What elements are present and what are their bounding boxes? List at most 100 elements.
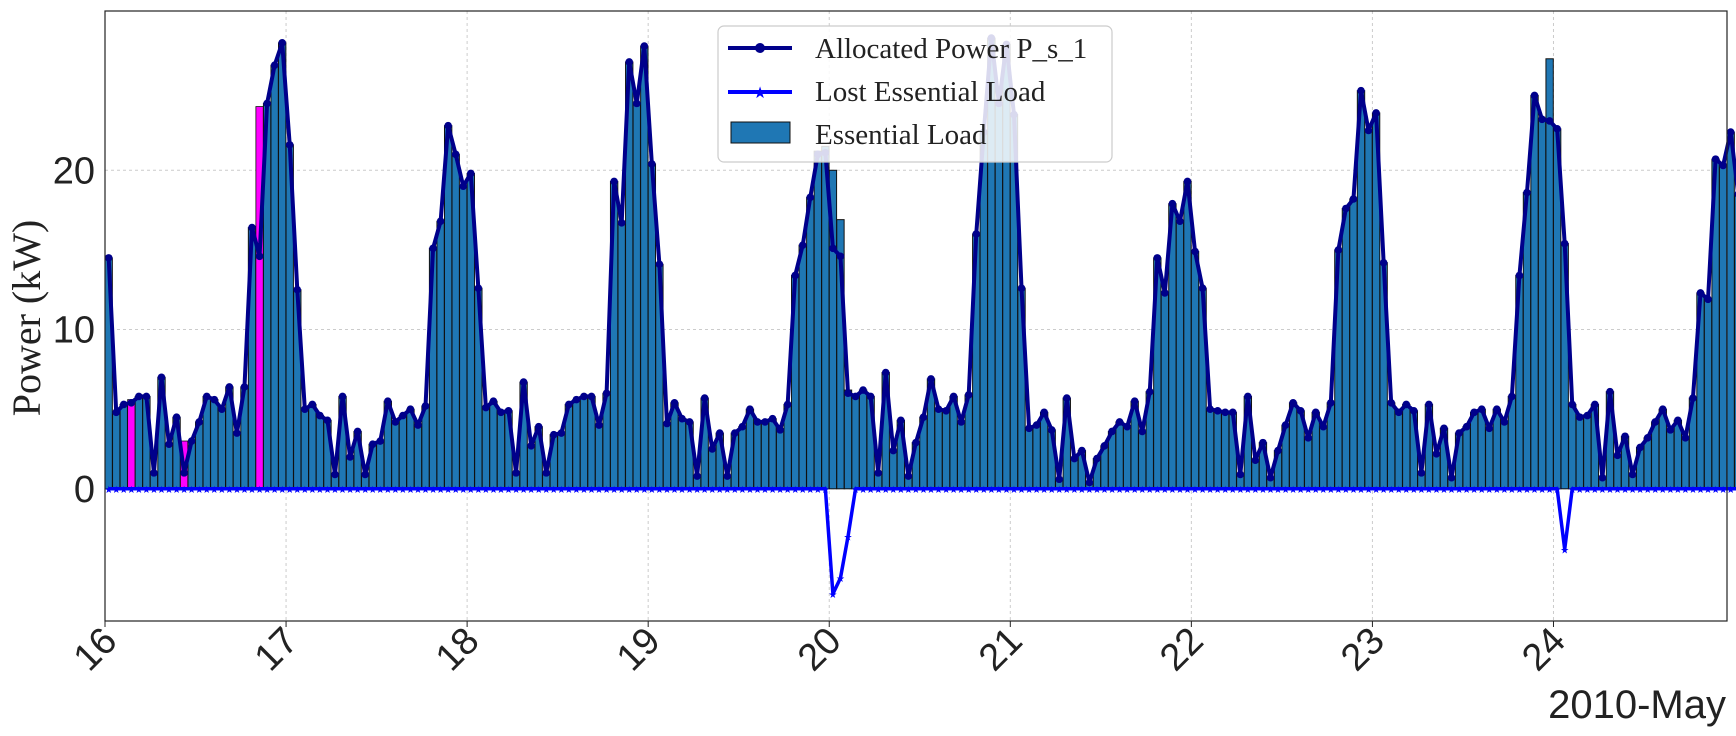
allocated-power-point bbox=[1296, 406, 1305, 415]
allocated-power-point bbox=[482, 403, 490, 412]
lost-essential-load-point: ★ bbox=[1221, 485, 1230, 496]
x-ticks: 16 17 18 19 20 21 22 23 24 bbox=[66, 620, 1574, 680]
lost-essential-load-point: ★ bbox=[1598, 485, 1607, 496]
essential-load-bar bbox=[956, 421, 966, 490]
allocated-power-point bbox=[135, 392, 143, 401]
x-tick-label: 16 bbox=[66, 620, 126, 680]
allocated-power-point bbox=[421, 402, 430, 410]
lost-essential-load-point: ★ bbox=[187, 485, 196, 496]
allocated-power-point bbox=[753, 418, 762, 426]
essential-load-bar bbox=[489, 400, 498, 490]
allocated-power-point bbox=[1357, 86, 1365, 95]
lost-essential-load-point: ★ bbox=[1364, 485, 1373, 496]
allocated-power-point bbox=[881, 368, 890, 377]
allocated-power-point bbox=[263, 99, 271, 108]
allocated-power-point bbox=[1364, 126, 1373, 135]
x-tick-label: 18 bbox=[428, 620, 488, 680]
essential-load-bar bbox=[670, 402, 679, 490]
lost-essential-load-point: ★ bbox=[640, 485, 649, 496]
legend: Allocated Power P_s_1 ★ Lost Essential L… bbox=[717, 25, 1113, 163]
lost-essential-load-point: ★ bbox=[232, 485, 241, 496]
lost-essential-load-point: ★ bbox=[670, 485, 679, 496]
essential-load-bar bbox=[119, 403, 128, 490]
essential-load-bar bbox=[1349, 198, 1358, 490]
allocated-power-point bbox=[866, 392, 875, 401]
lost-essential-load-point: ★ bbox=[368, 485, 377, 496]
allocated-power-point bbox=[776, 426, 784, 434]
lost-essential-load-point: ★ bbox=[557, 485, 566, 496]
allocated-power-point bbox=[1266, 473, 1275, 482]
legend-box bbox=[717, 25, 1113, 163]
allocated-power-point bbox=[331, 470, 339, 479]
allocated-power-point bbox=[270, 61, 279, 69]
lost-essential-load-point: ★ bbox=[957, 485, 966, 496]
allocated-power-point bbox=[1115, 418, 1124, 426]
allocated-power-point bbox=[361, 470, 369, 479]
lost-essential-load-point: ★ bbox=[1575, 485, 1584, 496]
lost-essential-load-point: ★ bbox=[768, 485, 777, 496]
allocated-power-point bbox=[112, 408, 121, 417]
essential-load-bar bbox=[1537, 118, 1547, 490]
lost-essential-load-point: ★ bbox=[1062, 485, 1071, 496]
essential-load-bar bbox=[1432, 453, 1441, 490]
essential-load-bar bbox=[481, 407, 491, 490]
essential-load-bar bbox=[745, 408, 755, 490]
allocated-power-point bbox=[1334, 246, 1343, 254]
essential-load-bar bbox=[934, 408, 943, 490]
allocated-power-point bbox=[580, 392, 588, 401]
allocated-power-point bbox=[1145, 387, 1154, 396]
essential-load-bar bbox=[1024, 427, 1034, 490]
lost-essential-load-point: ★ bbox=[1553, 485, 1562, 496]
allocated-power-point bbox=[195, 418, 204, 426]
essential-load-bar bbox=[1122, 426, 1132, 490]
lost-essential-load-point: ★ bbox=[1530, 485, 1539, 496]
allocated-power-point bbox=[1628, 470, 1637, 479]
allocated-power-point bbox=[466, 169, 475, 178]
allocated-power-point bbox=[1342, 204, 1350, 213]
lost-essential-load-point: ★ bbox=[1628, 485, 1637, 496]
lost-essential-load-point: ★ bbox=[1070, 485, 1079, 496]
lost-essential-load-point: ★ bbox=[496, 485, 505, 496]
lost-essential-load-point: ★ bbox=[1507, 485, 1516, 496]
lost-essential-load-point: ★ bbox=[1130, 485, 1139, 496]
lost-essential-load-point: ★ bbox=[353, 485, 362, 496]
allocated-power-point bbox=[1621, 432, 1629, 441]
lost-essential-load-point: ★ bbox=[1085, 485, 1094, 496]
allocated-power-point bbox=[1228, 408, 1237, 417]
allocated-power-point bbox=[648, 160, 656, 168]
lost-essential-load-point: ★ bbox=[127, 485, 136, 496]
legend-marker-lost-star: ★ bbox=[753, 83, 767, 102]
allocated-power-point bbox=[791, 271, 799, 280]
essential-load-bar bbox=[677, 418, 687, 490]
lost-essential-load-point: ★ bbox=[964, 485, 973, 496]
essential-load-bar bbox=[459, 185, 468, 490]
x-tick-label: 21 bbox=[971, 620, 1031, 680]
lost-essential-load-point: ★ bbox=[1047, 485, 1056, 496]
essential-load-bar bbox=[1175, 220, 1185, 490]
allocated-power-point bbox=[949, 392, 958, 401]
allocated-power-point bbox=[1319, 422, 1328, 431]
allocated-power-point bbox=[1508, 392, 1516, 401]
allocated-power-point bbox=[1161, 289, 1169, 297]
essential-load-bar bbox=[1718, 164, 1728, 490]
allocated-power-point bbox=[1040, 408, 1048, 417]
allocated-power-point bbox=[127, 399, 136, 407]
essential-load-bar bbox=[1221, 411, 1230, 490]
lost-essential-load-point: ★ bbox=[398, 485, 407, 496]
allocated-power-point bbox=[399, 411, 407, 420]
lost-essential-load-point: ★ bbox=[979, 485, 988, 496]
lost-essential-load-point: ★ bbox=[1545, 485, 1554, 496]
essential-load-bar bbox=[270, 64, 279, 490]
essential-load-bar bbox=[398, 415, 408, 490]
essential-load-bar bbox=[451, 153, 460, 490]
allocated-power-point bbox=[1613, 451, 1622, 460]
lost-essential-load-point: ★ bbox=[859, 485, 868, 496]
lost-essential-load-point: ★ bbox=[323, 485, 332, 496]
essential-load-bar bbox=[406, 408, 415, 490]
lost-essential-load-point: ★ bbox=[806, 485, 815, 496]
lost-essential-load-point: ★ bbox=[972, 485, 981, 496]
essential-load-bar bbox=[889, 450, 898, 490]
allocated-power-point bbox=[1711, 155, 1720, 163]
lost-essential-load-point: ★ bbox=[542, 485, 551, 496]
lost-essential-load-point: ★ bbox=[278, 485, 287, 496]
